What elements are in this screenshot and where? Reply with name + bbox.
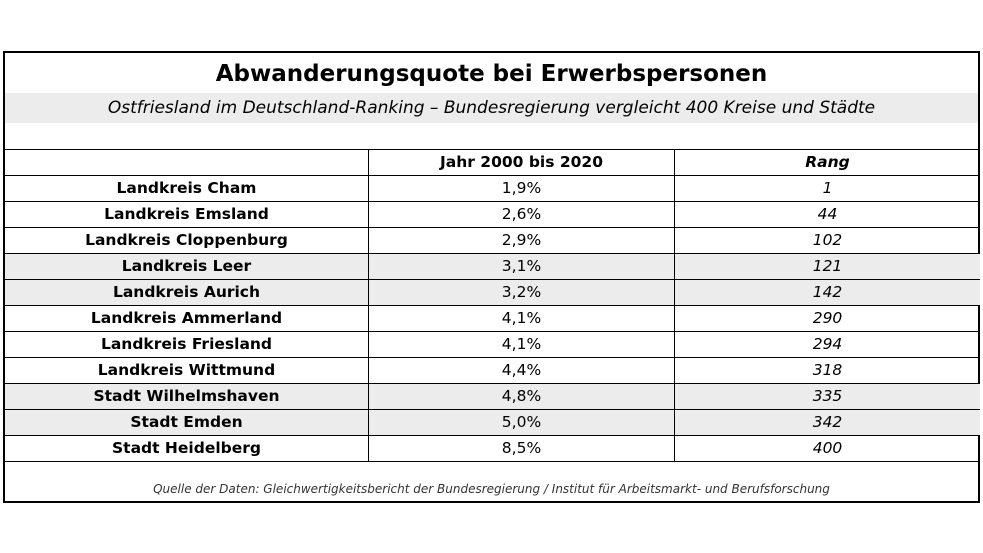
cell-migration-rate: 3,2% — [368, 279, 675, 306]
cell-region-name: Landkreis Friesland — [5, 331, 369, 358]
ranking-table: Jahr 2000 bis 2020 Rang Landkreis Cham 1,… — [5, 149, 980, 462]
cell-rank: 294 — [674, 331, 980, 358]
cell-migration-rate: 3,1% — [368, 253, 675, 280]
cell-migration-rate: 1,9% — [368, 175, 675, 202]
cell-region-name: Landkreis Ammerland — [5, 305, 369, 332]
table-row: Landkreis Emsland 2,6% 44 — [5, 201, 980, 228]
table-header-row: Jahr 2000 bis 2020 Rang — [5, 149, 980, 176]
table-row: Landkreis Ammerland 4,1% 290 — [5, 305, 980, 332]
cell-rank: 318 — [674, 357, 980, 384]
source-note: Quelle der Daten: Gleichwertigkeitsberic… — [153, 482, 830, 496]
table-row: Landkreis Aurich 3,2% 142 — [5, 279, 980, 306]
cell-region-name: Landkreis Leer — [5, 253, 369, 280]
table-row: Landkreis Cloppenburg 2,9% 102 — [5, 227, 980, 254]
cell-region-name: Stadt Heidelberg — [5, 435, 369, 462]
cell-region-name: Stadt Wilhelmshaven — [5, 383, 369, 410]
cell-migration-rate: 4,1% — [368, 331, 675, 358]
cell-rank: 121 — [674, 253, 980, 280]
cell-region-name: Landkreis Emsland — [5, 201, 369, 228]
cell-rank: 102 — [674, 227, 980, 254]
cell-migration-rate: 5,0% — [368, 409, 675, 436]
table-row: Stadt Emden 5,0% 342 — [5, 409, 980, 436]
cell-migration-rate: 4,1% — [368, 305, 675, 332]
cell-rank: 1 — [674, 175, 980, 202]
cell-migration-rate: 4,8% — [368, 383, 675, 410]
cell-rank: 142 — [674, 279, 980, 306]
header-rank: Rang — [674, 149, 980, 176]
cell-region-name: Stadt Emden — [5, 409, 369, 436]
page-title: Abwanderungsquote bei Erwerbspersonen — [215, 61, 768, 87]
cell-region-name: Landkreis Wittmund — [5, 357, 369, 384]
cell-rank: 400 — [674, 435, 980, 462]
table-row: Stadt Heidelberg 8,5% 400 — [5, 435, 980, 462]
cell-rank: 342 — [674, 409, 980, 436]
cell-migration-rate: 2,6% — [368, 201, 675, 228]
table-frame: Abwanderungsquote bei Erwerbspersonen Os… — [3, 51, 980, 503]
header-period: Jahr 2000 bis 2020 — [368, 149, 675, 176]
cell-migration-rate: 4,4% — [368, 357, 675, 384]
table-row: Landkreis Cham 1,9% 1 — [5, 175, 980, 202]
table-body: Landkreis Cham 1,9% 1 Landkreis Emsland 2,6%… — [5, 175, 980, 462]
cell-rank: 44 — [674, 201, 980, 228]
table-row: Stadt Wilhelmshaven 4,8% 335 — [5, 383, 980, 410]
cell-region-name: Landkreis Cham — [5, 175, 369, 202]
cell-rank: 335 — [674, 383, 980, 410]
cell-migration-rate: 2,9% — [368, 227, 675, 254]
table-row: Landkreis Wittmund 4,4% 318 — [5, 357, 980, 384]
cell-rank: 290 — [674, 305, 980, 332]
table-row: Landkreis Leer 3,1% 121 — [5, 253, 980, 280]
cell-region-name: Landkreis Cloppenburg — [5, 227, 369, 254]
cell-region-name: Landkreis Aurich — [5, 279, 369, 306]
table-row: Landkreis Friesland 4,1% 294 — [5, 331, 980, 358]
cell-migration-rate: 8,5% — [368, 435, 675, 462]
page-subtitle: Ostfriesland im Deutschland-Ranking – Bu… — [5, 93, 978, 123]
header-name — [5, 149, 369, 176]
